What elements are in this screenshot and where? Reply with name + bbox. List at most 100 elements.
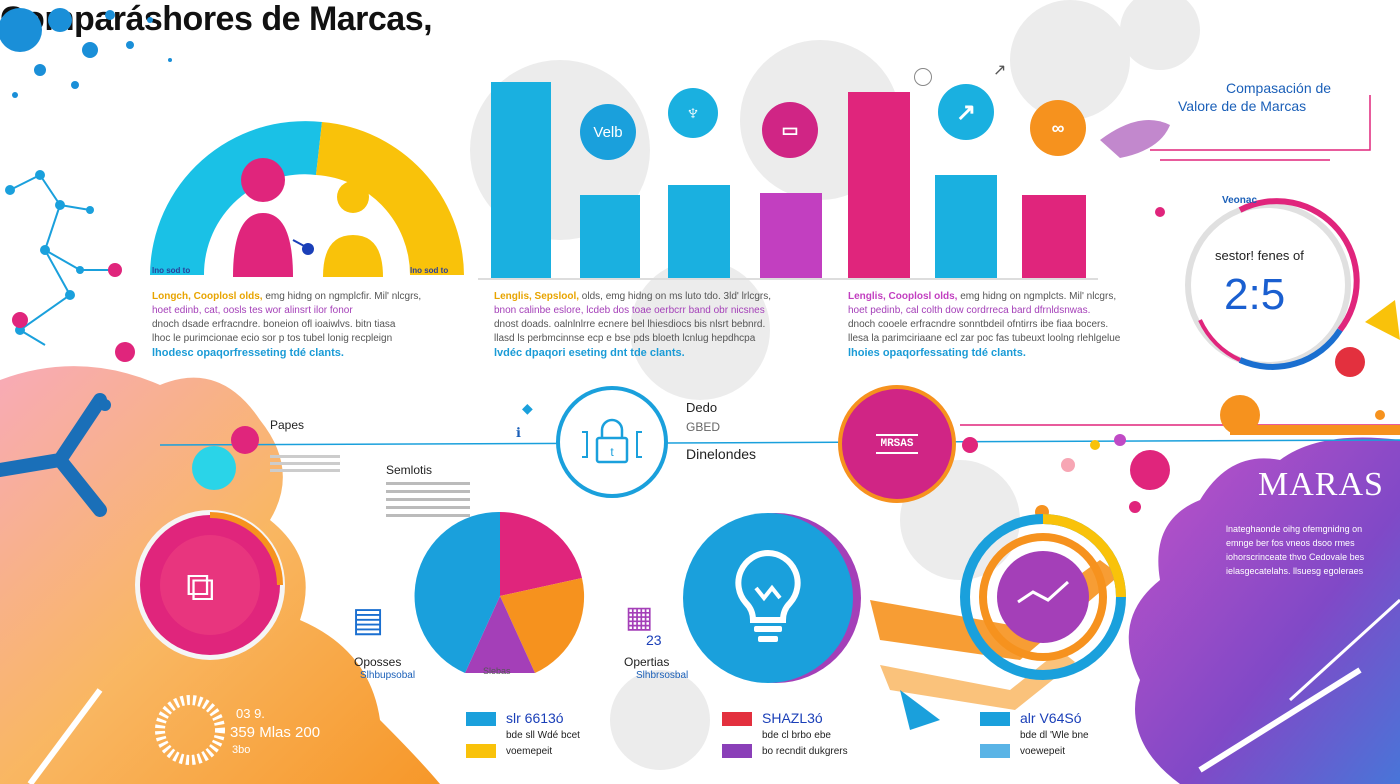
papes-label: Papes	[270, 418, 305, 432]
lock-icon: t	[556, 386, 668, 498]
paragraph-1-lead: Longch, Cooplosl olds,	[152, 291, 263, 302]
slice-23-label: 23	[646, 632, 662, 648]
paragraph-3: Lenglis, Cooplosl olds, emg hidng on ngm…	[848, 290, 1120, 360]
half-donut-chart	[150, 121, 464, 276]
legend-3-line3: voewepeit	[1020, 746, 1066, 757]
half-donut-label-left: lno sod to	[152, 266, 191, 275]
bottom-left-line2: 359 Mlas 200	[230, 724, 321, 741]
target-icon	[914, 68, 932, 86]
bar-3	[668, 185, 730, 278]
oposses-label: Oposses	[354, 655, 402, 669]
ring-chart-icon	[960, 514, 1126, 680]
opertas-label: Opertias	[624, 655, 670, 669]
bar-1	[491, 82, 551, 278]
people-icon	[233, 158, 383, 277]
legend-1-line3: voemepeit	[506, 746, 553, 757]
bar-5	[848, 92, 910, 278]
document-icon: ▤	[352, 601, 385, 639]
lightbulb-icon	[735, 549, 801, 642]
bar-2	[580, 195, 640, 278]
paragraph-3-line2: hoet pedinb, cal colth dow cordrreca bar…	[848, 305, 1091, 316]
legend-1-swatch-bottom	[466, 744, 496, 758]
ring-value: 2:5	[1224, 270, 1286, 319]
page-title: Comparáshores de Marcas,	[0, 0, 433, 38]
paragraph-2-line3: dnost doads. oalnlnlrre ecnere bel lhies…	[494, 319, 766, 330]
glasses-icon: ∞	[1030, 100, 1086, 156]
heading-line1: Compasación de	[1226, 80, 1332, 96]
paragraph-2-line1: olds, emg hidng on ms luto tdo. 3ld' lrl…	[581, 291, 772, 302]
opertas-sub: Slhbrsosbal	[636, 670, 689, 681]
trend-icon: ↗	[938, 84, 994, 140]
heading-line2: Valore de de Marcas	[1178, 98, 1307, 114]
legend-3-swatch-bottom	[980, 744, 1010, 758]
paragraph-2-lead: Lenglis, Sepslool,	[494, 291, 580, 302]
right-paragraph-line3: iohorscrinceate thvo Cedovale bes	[1226, 552, 1365, 562]
paragraph-1-line2: hoet edinb, cat, oosls tes wor alinsrt i…	[152, 305, 353, 316]
badge-circle: MRSAS	[838, 385, 956, 503]
paragraph-3-end: lhoies opaqorfessating tdé clants.	[848, 347, 1026, 359]
paragraph-2-line2: bnon calinbe eslore, lcdeb dos toae oerb…	[494, 305, 765, 316]
semiotis-label: Semlotis	[386, 463, 433, 477]
svg-text:t: t	[610, 445, 614, 459]
legend-2-swatch-top	[722, 712, 752, 726]
ring-top-label: Veonac	[1222, 195, 1258, 206]
baseline	[478, 278, 1098, 280]
arrow-icon: ↗	[993, 62, 1007, 79]
papes-lines	[270, 455, 340, 458]
legend-1-line2: bde sll Wdé bcet	[506, 730, 580, 741]
marcas-label: MARAS	[1258, 466, 1384, 503]
chart-doc-icon: ⧉	[186, 565, 215, 609]
legend-2: SHAZL3ó bde cl brbo ebe bo recndit dukgr…	[722, 708, 902, 768]
right-paragraph: lnateghaonde oihg ofemgnidng on emnge be…	[1226, 522, 1364, 578]
pie-inner-label: Slebas	[483, 666, 511, 676]
bar-7	[1022, 195, 1086, 278]
right-paragraph-line2: emnge ber fos vneos dsoo rmes	[1226, 538, 1355, 548]
legend-1: slr 6613ó bde sll Wdé bcet voemepeit	[466, 708, 626, 768]
dedo-label: Dedo	[686, 400, 718, 415]
dinelondes-label: Dinelondes	[686, 446, 757, 462]
bottom-left-line3: 3bo	[232, 744, 251, 756]
paragraph-1-line1: emg hidng on ngmplcfir. Mil' nlcgrs,	[265, 291, 422, 302]
bar-4	[760, 193, 822, 278]
legend-2-line1: SHAZL3ó	[762, 710, 823, 726]
velb-label: Velb	[593, 123, 623, 141]
bar-6	[935, 175, 997, 278]
badge-text: MRSAS	[876, 434, 918, 454]
check-icon: ♆	[668, 88, 718, 138]
lightbulb-circle	[683, 513, 853, 683]
paragraph-2-line4: llasd ls perbmcinnse ecp e bse pds bloet…	[494, 333, 756, 344]
ring-label: sestor! fenes of	[1215, 248, 1304, 263]
legend-3-swatch-top	[980, 712, 1010, 726]
paragraph-3-lead: Lenglis, Cooplosl olds,	[848, 291, 958, 302]
legend-2-line3: bo recndit dukgrers	[762, 746, 848, 757]
paragraph-1-line3: dnoch dsade erfracndre. boneion ofl ioai…	[152, 319, 396, 330]
dotted-ring-icon	[155, 695, 225, 765]
paragraph-3-line3: dnoch cooele erfracndre sonntbdeil ofnti…	[848, 319, 1109, 330]
ring-gauge	[1185, 198, 1360, 370]
velb-badge: Velb	[580, 104, 636, 160]
semiotis-lines	[386, 482, 470, 485]
paragraph-3-line1: emg hidng on ngmplcts. Mil' nlcgrs,	[960, 291, 1117, 302]
bus-icon: ▭	[762, 102, 818, 158]
paragraph-2-end: lvdéc dpaqori eseting dnt tde clants.	[494, 347, 685, 359]
right-paragraph-line4: ielasgecatelahs. llsuesg egoleraes	[1226, 566, 1364, 576]
paragraph-1-end: lhodesc opaqorfresseting tdé clants.	[152, 347, 344, 359]
half-donut-label-right: lno sod to	[410, 266, 449, 275]
legend-2-line2: bde cl brbo ebe	[762, 730, 831, 741]
calendar-icon: ▦	[625, 601, 654, 634]
legend-2-swatch-bottom	[722, 744, 752, 758]
small-tick-icon: ℹ	[516, 425, 521, 440]
paragraph-1-line4: lhoc le purimcionae ecio sor p tos tubel…	[152, 333, 393, 344]
right-paragraph-line1: lnateghaonde oihg ofemgnidng on	[1226, 524, 1363, 534]
paragraph-1: Longch, Cooplosl olds, emg hidng on ngmp…	[152, 290, 421, 360]
legend-3-line2: bde dl 'Wle bne	[1020, 730, 1089, 741]
oposses-sub: Slhbupsobal	[360, 670, 416, 681]
bottom-left-line1: 03 9.	[236, 706, 265, 721]
diamond-icon: ◆	[522, 400, 533, 416]
legend-1-line1: slr 6613ó	[506, 710, 564, 726]
legend-3-line1: alr V64Só	[1020, 710, 1082, 726]
paragraph-3-line4: llesa la parimciriaane ecl zar poc fas t…	[848, 333, 1121, 344]
dedo-sub: GBED	[686, 420, 721, 434]
pie-chart	[414, 511, 585, 673]
